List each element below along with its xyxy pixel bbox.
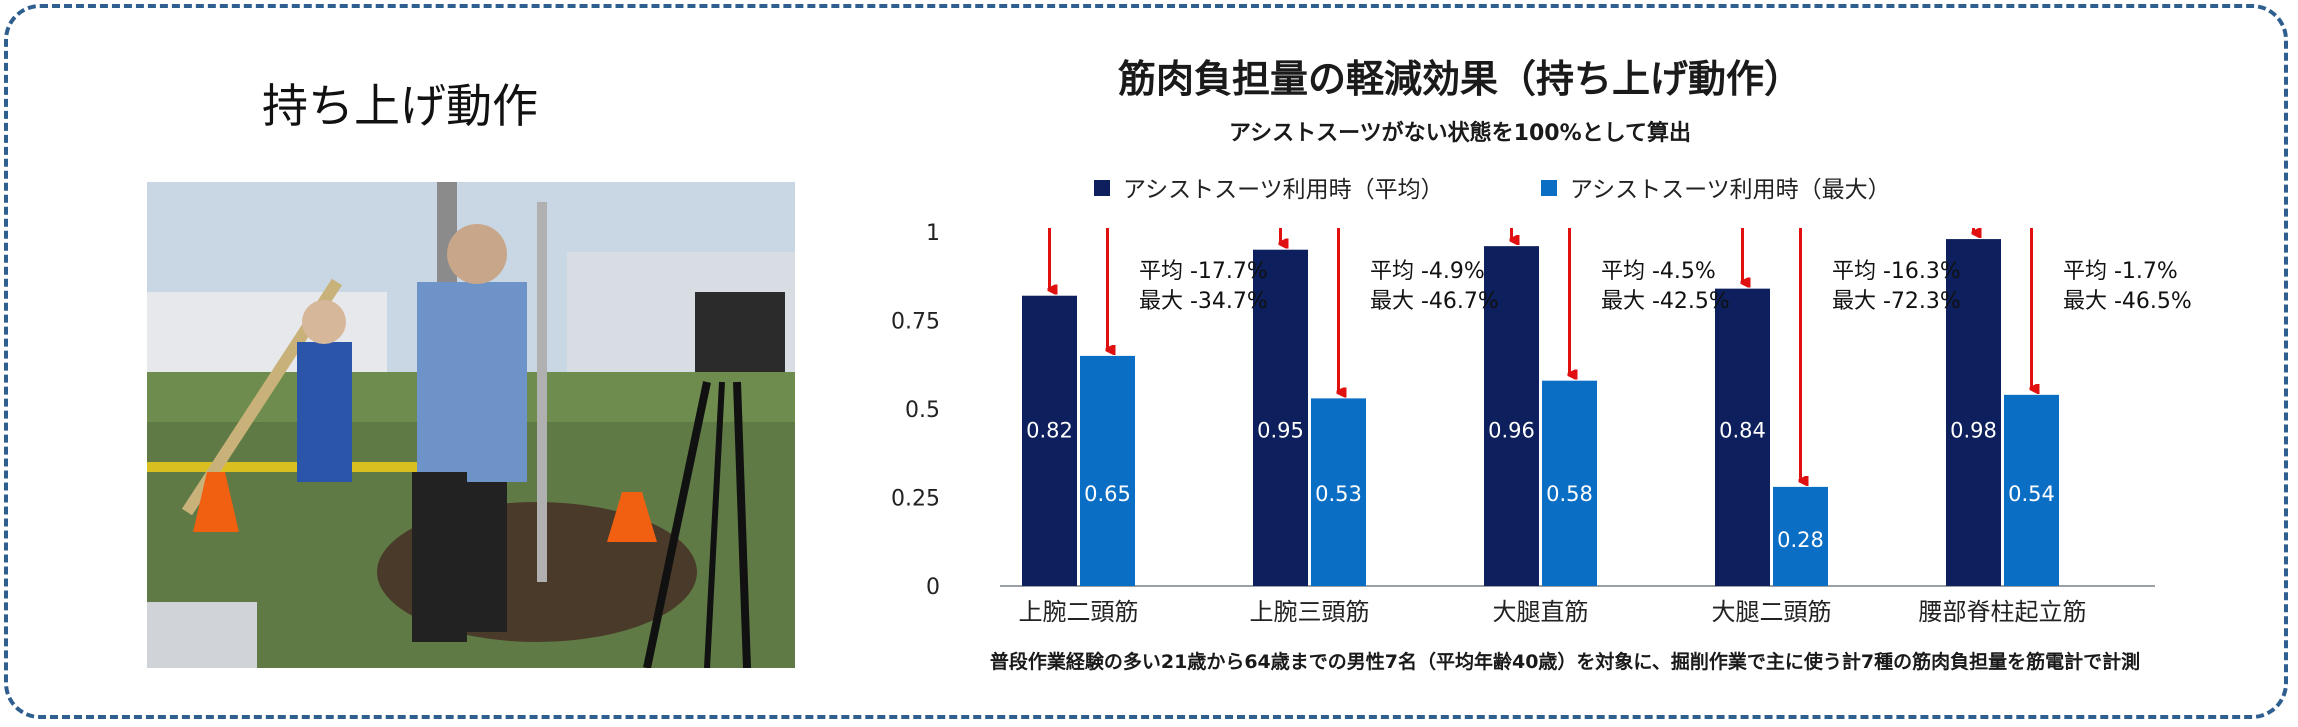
- arrows-group: [1050, 228, 2032, 481]
- y-axis: 0 0.25 0.5 0.75 1: [891, 221, 940, 600]
- legend-swatch-max: [1541, 180, 1557, 196]
- work-photo: [147, 182, 795, 668]
- bar-value-label: 0.54: [2008, 482, 2055, 506]
- bar-maximum: [1311, 398, 1366, 586]
- annotation-maximum: 最大 -42.5%: [1601, 289, 1730, 314]
- bar-value-label: 0.98: [1950, 418, 1997, 442]
- y-tick-label: 0.5: [905, 398, 940, 423]
- x-category-label: 上腕三頭筋: [1250, 598, 1370, 626]
- left-panel-title: 持ち上げ動作: [262, 79, 538, 133]
- bar-average: [1484, 246, 1539, 586]
- annotation-maximum: 最大 -72.3%: [1832, 289, 1961, 314]
- bar-value-label: 0.84: [1719, 418, 1766, 442]
- bar-maximum: [1080, 355, 1135, 586]
- y-tick-label: 1: [926, 221, 940, 246]
- annotations-group: 平均 -17.7% 最大 -34.7% 平均 -4.9% 最大 -46.7% 平均 -4…: [1139, 259, 2192, 314]
- bar-average: [1022, 295, 1077, 586]
- annotation-average: 平均 -17.7%: [1139, 259, 1268, 284]
- y-tick-label: 0.75: [891, 310, 940, 335]
- bar-average: [1253, 249, 1308, 586]
- chart-title: 筋肉負担量の軽減効果（持ち上げ動作）: [1118, 57, 1802, 101]
- bar-value-label: 0.28: [1777, 528, 1824, 552]
- chart-subtitle: アシストスーツがない状態を100%として算出: [1229, 120, 1691, 146]
- photo-illustration: [147, 182, 795, 668]
- bar-maximum: [2004, 394, 2059, 586]
- annotation-average: 平均 -1.7%: [2063, 259, 2178, 284]
- footnote: 普段作業経験の多い21歳から64歳までの男性7名（平均年齢40歳）を対象に、掘削…: [990, 650, 2140, 673]
- bar-average: [1715, 288, 1770, 586]
- x-axis: 上腕二頭筋 上腕三頭筋 大腿直筋 大腿二頭筋 腰部脊柱起立筋: [1019, 598, 2087, 626]
- y-tick-label: 0.25: [891, 487, 940, 512]
- bars-group: 0.82 0.65 0.95 0.53 0.96 0.58 0.84 0.28 0.98 0.54: [1022, 239, 2059, 586]
- legend-label-avg: アシストスーツ利用時（平均）: [1123, 177, 1444, 203]
- x-category-label: 大腿直筋: [1493, 598, 1589, 626]
- x-category-label: 大腿二頭筋: [1712, 598, 1832, 626]
- bar-value-label: 0.58: [1546, 482, 1593, 506]
- bar-value-label: 0.82: [1026, 418, 1073, 442]
- legend-label-max: アシストスーツ利用時（最大）: [1570, 177, 1891, 203]
- annotation-maximum: 最大 -46.7%: [1370, 289, 1499, 314]
- legend: アシストスーツ利用時（平均） アシストスーツ利用時（最大）: [1094, 177, 1891, 203]
- annotation-maximum: 最大 -34.7%: [1139, 289, 1268, 314]
- annotation-average: 平均 -16.3%: [1832, 259, 1961, 284]
- annotation-maximum: 最大 -46.5%: [2063, 289, 2192, 314]
- bar-value-label: 0.65: [1084, 482, 1131, 506]
- bar-maximum: [1773, 486, 1828, 586]
- bar-value-label: 0.53: [1315, 482, 1362, 506]
- annotation-average: 平均 -4.5%: [1601, 259, 1716, 284]
- bar-chart: 筋肉負担量の軽減効果（持ち上げ動作） アシストスーツがない状態を100%として算…: [891, 57, 2192, 673]
- bar-maximum: [1542, 380, 1597, 586]
- x-category-label: 上腕二頭筋: [1019, 598, 1139, 626]
- bar-average: [1946, 239, 2001, 586]
- y-tick-label: 0: [926, 575, 940, 600]
- bar-value-label: 0.95: [1257, 418, 1304, 442]
- annotation-average: 平均 -4.9%: [1370, 259, 1485, 284]
- dashed-frame: [4, 4, 2288, 719]
- legend-swatch-avg: [1094, 180, 1110, 196]
- x-category-label: 腰部脊柱起立筋: [1919, 598, 2087, 626]
- bar-value-label: 0.96: [1488, 418, 1535, 442]
